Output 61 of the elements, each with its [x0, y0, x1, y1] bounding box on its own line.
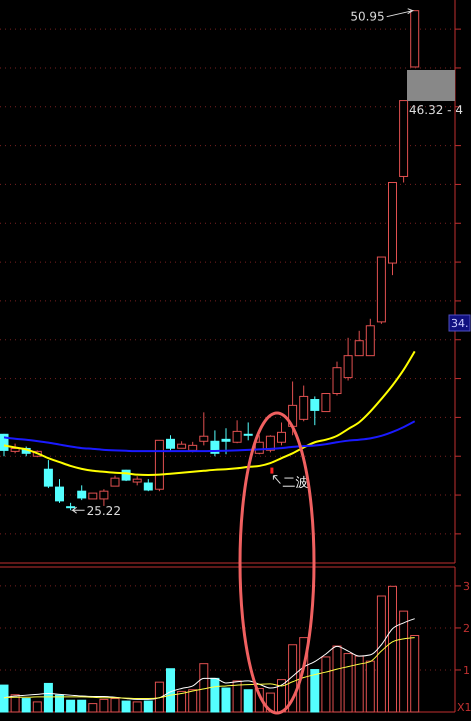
- candlestick: [55, 478, 64, 504]
- bar: [110, 698, 120, 712]
- y-tick-label: 3: [463, 580, 470, 593]
- bar: [132, 701, 142, 712]
- candlestick: [166, 434, 175, 451]
- bar: [55, 694, 64, 712]
- candlestick: [232, 420, 242, 444]
- bar: [376, 596, 386, 712]
- candlestick: [77, 484, 86, 501]
- bar: [32, 701, 42, 712]
- candlestick: [199, 412, 208, 446]
- bar: [166, 668, 175, 712]
- candlestick: [277, 422, 286, 446]
- bar: [0, 684, 8, 712]
- text: X1: [457, 701, 471, 714]
- bar: [244, 689, 253, 712]
- bar: [222, 688, 230, 712]
- candlestick: [321, 393, 330, 412]
- bar: [77, 700, 86, 712]
- bar: [354, 656, 364, 712]
- annotation: 46.32 - 4: [409, 103, 463, 117]
- bar: [22, 698, 31, 712]
- bar: [388, 586, 397, 712]
- annotation: 50.95: [350, 10, 385, 24]
- candlestick: [222, 428, 230, 455]
- line-series: [4, 618, 416, 700]
- annotation: 二波: [282, 476, 308, 491]
- bar: [210, 678, 220, 712]
- candlestick: [310, 396, 320, 426]
- candlestick: [132, 476, 142, 486]
- bar: [188, 689, 198, 712]
- y-tick-label: 2: [463, 622, 470, 635]
- bar: [366, 660, 375, 712]
- y-tick-label: 1: [463, 664, 470, 677]
- candlestick: [344, 337, 353, 382]
- bar: [399, 610, 408, 712]
- bar: [88, 703, 98, 712]
- annotation: 25.22: [86, 504, 121, 518]
- candlestick: [244, 422, 253, 441]
- candlestick: [10, 443, 20, 454]
- bar: [177, 690, 186, 712]
- bar: [310, 669, 320, 712]
- candlestick: [44, 460, 53, 489]
- bar: [44, 682, 53, 712]
- bar: [99, 698, 108, 712]
- bar: [410, 635, 420, 712]
- bar: [154, 682, 164, 712]
- candlestick: [110, 475, 120, 487]
- line-series: [4, 637, 416, 700]
- bar: [144, 700, 153, 712]
- bar: [332, 646, 342, 712]
- candlestick: [99, 488, 108, 506]
- bar: [66, 700, 76, 712]
- bar: [232, 680, 242, 712]
- bar: [122, 700, 131, 712]
- bar: [344, 653, 353, 712]
- candlestick: [299, 385, 308, 422]
- candlestick: [144, 478, 153, 492]
- bar: [321, 656, 330, 712]
- bar: [199, 663, 208, 712]
- candlestick: [354, 330, 364, 356]
